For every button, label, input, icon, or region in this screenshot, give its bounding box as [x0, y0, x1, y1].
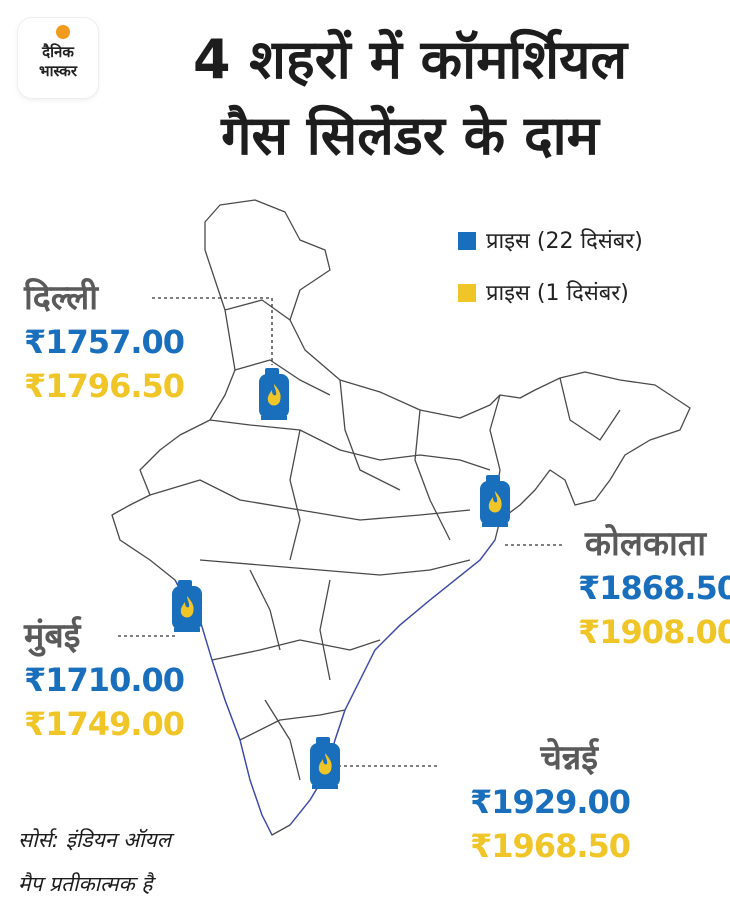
legend-label: प्राइस (22 दिसंबर) [486, 229, 643, 254]
legend-label: प्राइस (1 दिसंबर) [486, 281, 629, 306]
price-old: ₹1796.50 [24, 367, 185, 405]
city-delhi: दिल्ली ₹1757.00 ₹1796.50 [24, 276, 185, 408]
price-old: ₹1968.50 [470, 827, 631, 865]
legend-item-old: प्राइस (1 दिसंबर) [458, 277, 629, 307]
price-new: ₹1757.00 [24, 323, 185, 361]
flame-icon [318, 753, 332, 775]
city-name: कोलकाता [584, 524, 706, 564]
source-note: सोर्स: इंडियन ऑयल [18, 828, 171, 852]
logo-line-1: दैनिक [42, 43, 74, 61]
coastline [174, 539, 496, 836]
flame-icon [488, 491, 502, 513]
legend-swatch-blue [458, 232, 476, 250]
price-old: ₹1908.00 [578, 613, 730, 651]
city-kolkata: कोलकाता ₹1868.50 ₹1908.00 [578, 522, 730, 654]
price-new: ₹1868.50 [578, 569, 730, 607]
gas-cylinder-icon [172, 580, 202, 632]
gas-cylinder-icon [259, 368, 289, 420]
legend-swatch-yellow [458, 284, 476, 302]
city-name: मुंबई [24, 616, 81, 656]
city-name: दिल्ली [24, 278, 99, 318]
flame-icon [180, 596, 194, 618]
city-mumbai: मुंबई ₹1710.00 ₹1749.00 [24, 614, 185, 746]
flame-icon [267, 384, 281, 406]
logo-line-2: भास्कर [39, 62, 77, 80]
sun-icon [56, 25, 70, 39]
price-old: ₹1749.00 [24, 705, 185, 743]
city-chennai: चेन्नई ₹1929.00 ₹1968.50 [470, 736, 631, 868]
price-new: ₹1929.00 [470, 783, 631, 821]
title-line-1: 4 शहरों में कॉमर्शियल [192, 28, 628, 91]
gas-cylinder-icon [310, 737, 340, 789]
leader-delhi [152, 297, 273, 365]
legend-item-new: प्राइस (22 दिसंबर) [458, 225, 643, 255]
brand-logo: दैनिक भास्कर [18, 18, 98, 98]
title-line-2: गैस सिलेंडर के दाम [221, 104, 599, 167]
map-disclaimer: मैप प्रतीकात्मक है [18, 872, 153, 896]
city-name: चेन्नई [540, 738, 598, 778]
page-title: 4 शहरों में कॉमर्शियल गैस सिलेंडर के दाम [110, 22, 710, 174]
price-new: ₹1710.00 [24, 661, 185, 699]
gas-cylinder-icon [480, 475, 510, 527]
